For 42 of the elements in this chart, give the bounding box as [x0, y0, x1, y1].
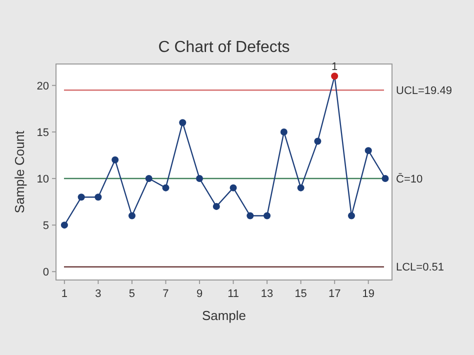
point [314, 138, 322, 145]
point [60, 222, 68, 229]
point [179, 119, 186, 126]
x-tick-label: 9 [196, 288, 203, 300]
annotation: 1 [332, 61, 338, 74]
point [212, 202, 220, 210]
point [280, 128, 288, 136]
point [264, 212, 271, 220]
x-tick-label: 15 [294, 288, 307, 300]
chart-title: C Chart of Defects [158, 39, 290, 56]
y-tick-label: 10 [36, 173, 49, 186]
point [196, 175, 204, 182]
point [230, 184, 237, 192]
point [128, 212, 136, 220]
x-tick-label: 17 [328, 288, 341, 300]
point [364, 147, 372, 154]
y-tick-label: 0 [42, 266, 49, 278]
x-tick-label: 3 [95, 288, 102, 300]
x-tick-label: 1 [61, 288, 68, 300]
point [331, 72, 338, 80]
point [112, 156, 119, 164]
y-tick-label: 15 [36, 126, 49, 139]
x-tick-label: 7 [162, 288, 169, 300]
point [162, 184, 170, 192]
point [145, 175, 152, 182]
point [246, 212, 254, 220]
x-tick-label: 19 [362, 288, 374, 300]
point [297, 184, 304, 192]
y-axis-title: Sample Count [12, 130, 27, 214]
point [382, 175, 389, 182]
x-tick-label: 13 [260, 288, 274, 300]
point [94, 194, 102, 201]
x-tick-label: 5 [128, 288, 136, 300]
x-tick-label: 11 [228, 288, 239, 300]
ref-line-label: UCL=19.49 [396, 85, 452, 98]
y-tick-label: 20 [36, 80, 49, 92]
x-axis-title: Sample [202, 308, 246, 323]
y-tick-label: 5 [42, 220, 49, 232]
ref-line-label: C̄=10 [396, 172, 423, 186]
ref-line-label: LCL=0.51 [396, 262, 444, 274]
point [348, 212, 355, 220]
point [78, 194, 85, 201]
